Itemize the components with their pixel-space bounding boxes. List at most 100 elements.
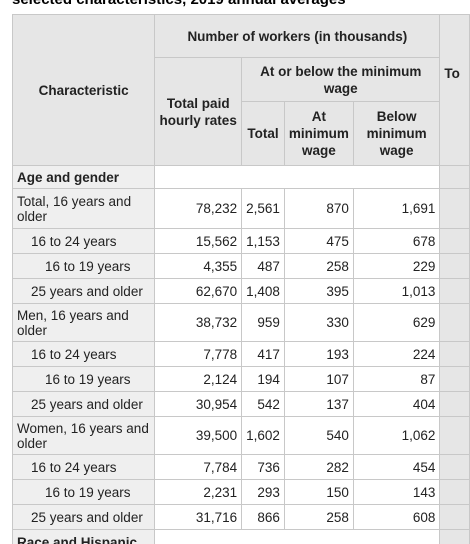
table-row: 25 years and older 31,716 866 258 608 [11, 504, 470, 530]
row-header: Men, 16 years and older [11, 303, 156, 342]
data-cell: 15,562 [154, 228, 243, 254]
cut-cell [439, 416, 470, 455]
data-cell: 143 [352, 479, 441, 505]
data-cell: 866 [241, 504, 285, 530]
data-cell: 78,232 [154, 188, 243, 229]
data-cell: 258 [283, 504, 354, 530]
data-cell: 870 [283, 188, 354, 229]
table-row: Men, 16 years and older 38,732 959 330 629 [11, 303, 470, 342]
row-header: 25 years and older [11, 504, 156, 530]
data-cell: 417 [241, 341, 285, 367]
row-header: 25 years and older [11, 278, 156, 304]
row-header: 16 to 24 years [11, 228, 156, 254]
header-cell: Total [241, 101, 285, 166]
row-header: 16 to 19 years [11, 479, 156, 505]
data-cell: 2,231 [154, 479, 243, 505]
table-row: 25 years and older 62,670 1,408 395 1,013 [11, 278, 470, 304]
table-row: 16 to 24 years 7,778 417 193 224 [11, 341, 470, 367]
row-header: 25 years and older [11, 391, 156, 417]
table: Characteristic Number of workers (in tho… [11, 14, 470, 544]
data-cell: 1,691 [352, 188, 441, 229]
header-cell: Characteristic [11, 14, 156, 166]
cut-cell [439, 529, 470, 544]
data-cell: 540 [283, 416, 354, 455]
data-cell: 1,153 [241, 228, 285, 254]
table-row: 16 to 24 years 7,784 736 282 454 [11, 454, 470, 480]
row-header: 16 to 24 years [11, 454, 156, 480]
cut-cell [439, 303, 470, 342]
header-cell: At minimum wage [283, 101, 354, 166]
row-header: Women, 16 years and older [11, 416, 156, 455]
cut-cell [439, 278, 470, 304]
data-cell: 395 [283, 278, 354, 304]
table-row: 16 to 19 years 2,231 293 150 143 [11, 479, 470, 505]
data-cell: 194 [241, 366, 285, 392]
cut-cell [439, 479, 470, 505]
data-cell: 107 [283, 366, 354, 392]
row-header: Race and Hispanic [11, 529, 156, 544]
data-cell: 4,355 [154, 253, 243, 279]
data-cell: 137 [283, 391, 354, 417]
data-cell: 330 [283, 303, 354, 342]
data-cell: 62,670 [154, 278, 243, 304]
row-header: Total, 16 years and older [11, 188, 156, 229]
data-cell: 31,716 [154, 504, 243, 530]
data-cell: 736 [241, 454, 285, 480]
row-header: 16 to 24 years [11, 341, 156, 367]
table-row: Women, 16 years and older 39,500 1,602 540 1… [11, 416, 470, 455]
table-row: 16 to 24 years 15,562 1,153 475 678 [11, 228, 470, 254]
header-cell: Total paid hourly rates [154, 57, 243, 166]
table-row: Age and gender [11, 165, 470, 189]
row-header: 16 to 19 years [11, 366, 156, 392]
cut-cell [439, 253, 470, 279]
data-cell: 404 [352, 391, 441, 417]
data-cell: 30,954 [154, 391, 243, 417]
header-cell: Number of workers (in thousands) [154, 14, 441, 58]
data-cell: 193 [283, 341, 354, 367]
data-cell: 2,124 [154, 366, 243, 392]
row-header: 16 to 19 years [11, 253, 156, 279]
table-row: Race and Hispanic [11, 529, 470, 544]
data-cell: 678 [352, 228, 441, 254]
cut-cell [439, 366, 470, 392]
data-cell: 7,784 [154, 454, 243, 480]
data-cell: 454 [352, 454, 441, 480]
data-cell: 1,062 [352, 416, 441, 455]
data-cell: 258 [283, 253, 354, 279]
data-cell: 1,013 [352, 278, 441, 304]
row-header: Age and gender [11, 165, 156, 189]
cut-cell [439, 165, 470, 189]
data-cell: 1,602 [241, 416, 285, 455]
cut-cell [439, 391, 470, 417]
data-cell: 7,778 [154, 341, 243, 367]
table-row: Total, 16 years and older 78,232 2,561 870 1… [11, 188, 470, 229]
table-row: 25 years and older 30,954 542 137 404 [11, 391, 470, 417]
cut-cell [439, 341, 470, 367]
cut-cell [439, 188, 470, 229]
data-cell: 608 [352, 504, 441, 530]
cut-cell [439, 228, 470, 254]
cut-cell [439, 454, 470, 480]
header-cell: Below minimum wage [352, 101, 441, 166]
data-cell: 475 [283, 228, 354, 254]
header-cell: At or below the minimum wage [241, 57, 441, 102]
data-cell: 224 [352, 341, 441, 367]
title: selected characteristics, 2019 annual av… [12, 0, 346, 8]
data-cell: 1,408 [241, 278, 285, 304]
empty-cell [154, 165, 441, 189]
empty-cell [154, 529, 441, 544]
table-row: 16 to 19 years 4,355 487 258 229 [11, 253, 470, 279]
cut-cell [439, 504, 470, 530]
data-cell: 487 [241, 253, 285, 279]
data-cell: 229 [352, 253, 441, 279]
header-cell: To [439, 14, 470, 166]
data-cell: 2,561 [241, 188, 285, 229]
data-cell: 87 [352, 366, 441, 392]
data-cell: 282 [283, 454, 354, 480]
data-cell: 38,732 [154, 303, 243, 342]
data-cell: 542 [241, 391, 285, 417]
data-cell: 629 [352, 303, 441, 342]
data-cell: 959 [241, 303, 285, 342]
data-cell: 293 [241, 479, 285, 505]
